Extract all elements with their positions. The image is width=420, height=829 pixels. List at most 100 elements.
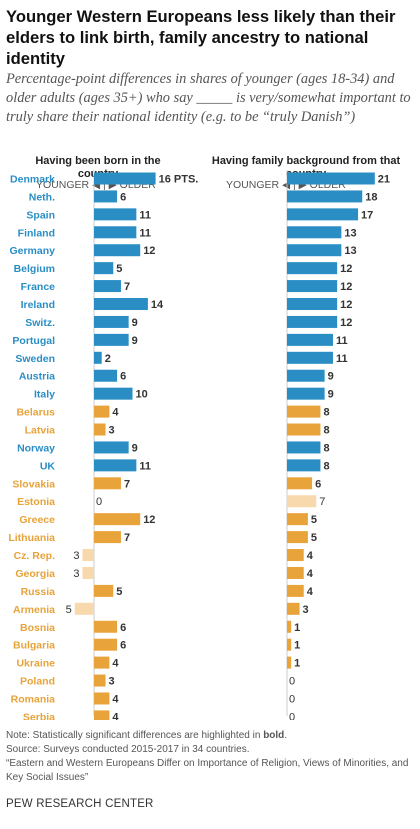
value-label-born: 4 [112,658,119,670]
country-label: Denmark [10,174,55,186]
right-arrow-icon: ▶ [108,179,117,191]
country-label: Italy [34,389,55,401]
country-label: Bulgaria [13,640,55,652]
bar-family [287,656,292,669]
value-label-born: 9 [132,442,138,454]
value-label-family: 17 [361,209,373,221]
bar-born [94,692,110,705]
value-label-family: 21 [378,174,390,186]
note-prefix: Note: Statistically significant differen… [6,730,264,741]
country-label: Finland [18,227,55,239]
bar-family [287,477,313,490]
bar-born [94,262,114,275]
bar-born [94,656,110,669]
bar-family [287,423,321,436]
value-label-family: 0 [289,711,295,720]
bar-family [287,620,292,633]
country-label: France [21,281,56,293]
country-label: Belgium [14,263,55,275]
bar-born [94,280,121,293]
country-label: Austria [19,371,55,383]
country-label: Switz. [25,317,55,329]
bar-family [287,584,304,597]
value-label-born: 7 [124,478,130,490]
bar-family [287,208,359,221]
value-label-family: 8 [323,442,329,454]
value-label-family: 12 [340,299,352,311]
value-label-family: 11 [336,335,348,347]
bar-family [287,298,338,311]
bar-family [287,566,304,579]
value-label-family: 7 [319,496,325,508]
country-label: Neth. [29,191,55,203]
bar-born [94,333,129,346]
value-label-born: 5 [116,586,122,598]
value-label-family: 1 [294,640,300,652]
country-label: Estonia [17,496,55,508]
bar-born [94,172,156,185]
right-arrow-icon: ▶ [298,179,307,191]
note-suffix: . [284,730,288,741]
value-label-born: 2 [105,353,111,365]
bar-family [287,172,375,185]
value-label-born: 16 PTS. [159,174,199,186]
bar-born [94,190,118,203]
bar-family [287,513,308,526]
note-text: Note: Statistically significant differen… [6,729,416,743]
bar-born [94,423,106,436]
value-label-born: 6 [120,371,126,383]
country-label: Greece [19,514,55,526]
value-label-family: 8 [323,407,329,419]
bar-family [287,531,308,544]
bar-family [287,602,300,615]
value-label-family: 1 [294,658,300,670]
note-bold: bold [263,730,285,741]
value-label-born: 7 [124,281,130,293]
divider-mark: | [103,179,106,191]
value-label-family: 12 [340,281,352,293]
bar-born [94,620,118,633]
value-label-family: 5 [311,532,317,544]
bar-family [287,333,333,346]
value-label-family: 8 [323,425,329,437]
value-label-family: 1 [294,622,300,634]
bar-family [287,280,338,293]
value-label-born: 6 [120,640,126,652]
source-text: Source: Surveys conducted 2015-2017 in 3… [6,744,250,755]
bar-family [287,226,342,239]
value-label-family: 18 [365,191,377,203]
bar-born [94,584,114,597]
value-label-family: 11 [336,353,348,365]
bar-born [94,244,141,257]
value-label-family: 9 [328,371,334,383]
bar-family [287,549,304,562]
bar-born [94,208,137,221]
bar-born [94,315,129,328]
value-label-born: 4 [112,407,119,419]
value-label-born: 11 [139,460,151,472]
value-label-born: 3 [73,550,79,562]
value-label-born: 4 [112,693,119,705]
bar-chart: Denmark Neth. Spain Finland Germany Belgium Fr… [8,170,390,720]
bar-born [82,566,94,579]
bar-born [74,602,94,615]
bar-family [287,459,321,472]
country-label: Ukraine [16,658,55,670]
value-label-born: 12 [143,514,155,526]
bar-family [287,441,321,454]
chart-subtitle: Percentage-point differences in shares o… [6,71,411,125]
value-label-family: 13 [344,245,356,257]
left-arrow-icon: ◀ [282,179,291,191]
country-label: Ireland [21,299,55,311]
country-label: Lithuania [8,532,55,544]
bar-family [287,351,333,364]
country-label: Spain [26,209,55,221]
bar-born [94,459,137,472]
bar-family [287,405,321,418]
bar-family [287,638,292,651]
report-title: “Eastern and Western Europeans Differ on… [6,758,409,783]
country-label: Romania [11,693,56,705]
country-label: Bosnia [20,622,55,634]
value-label-born: 14 [151,299,164,311]
country-label: Serbia [23,711,55,720]
